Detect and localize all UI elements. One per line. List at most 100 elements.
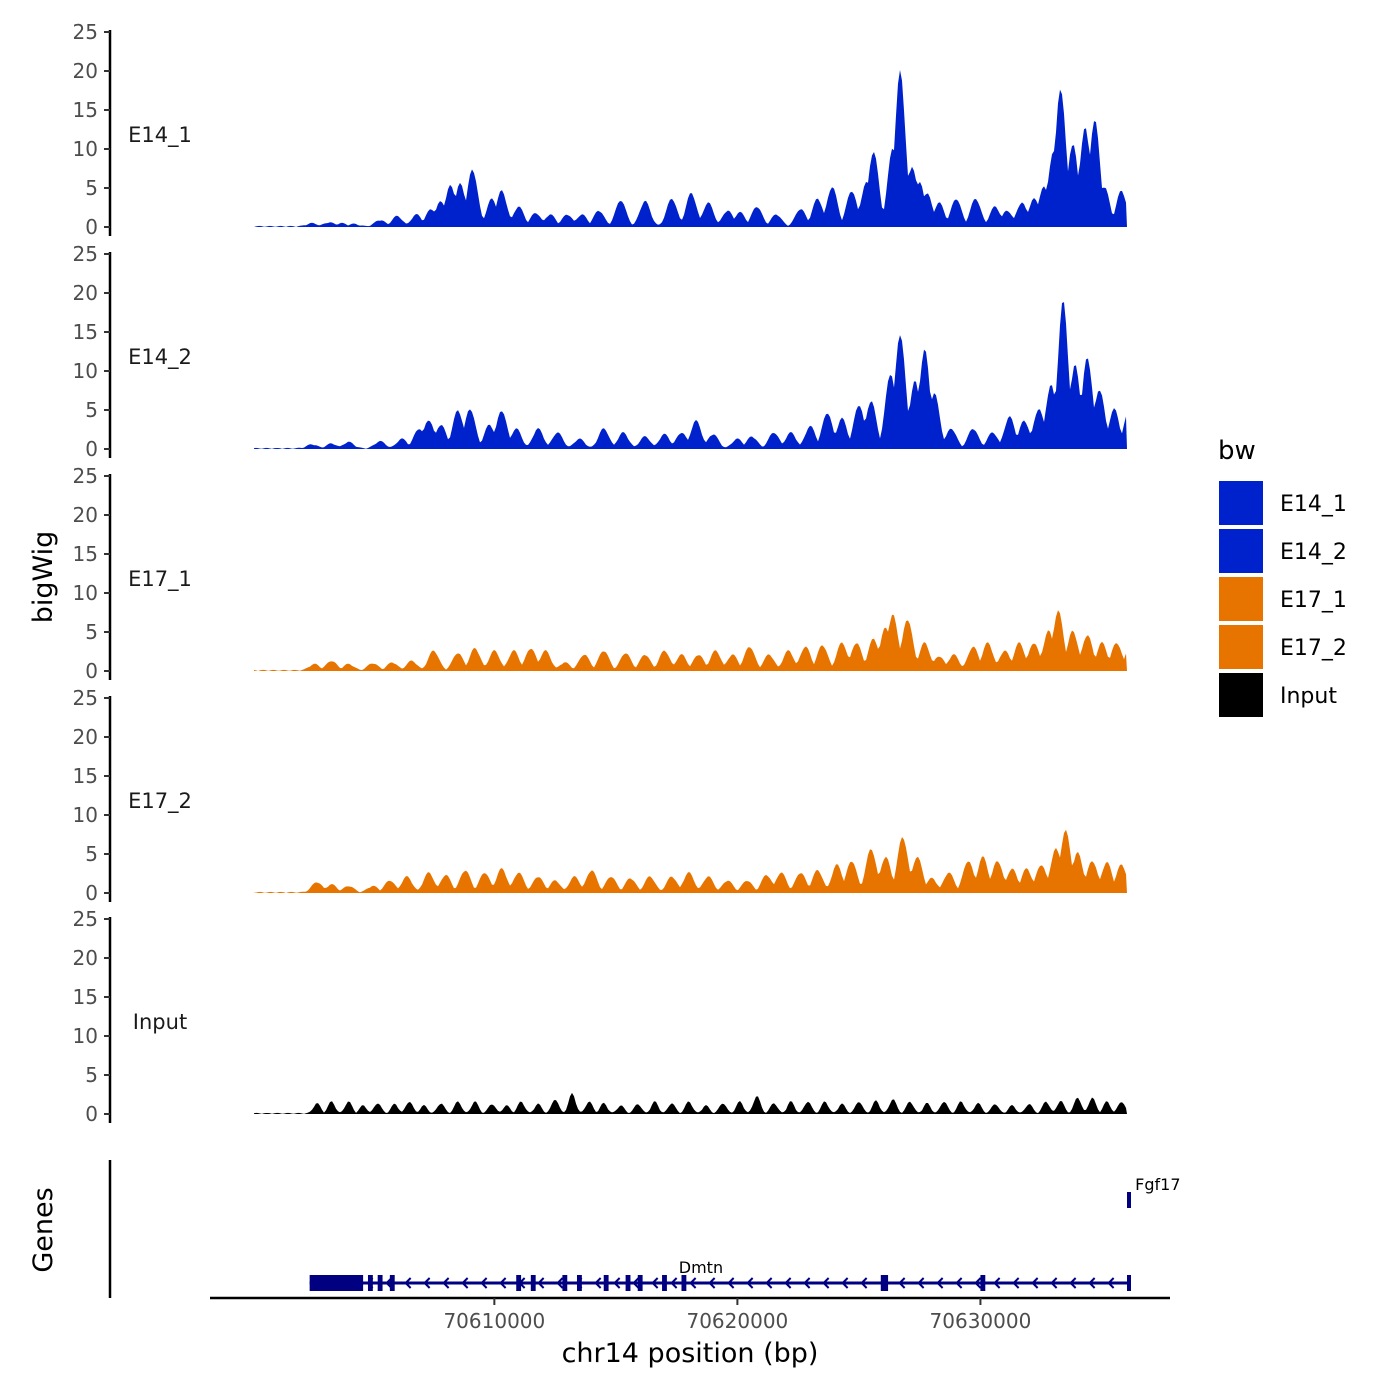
y-tick-label: 10 (73, 803, 98, 827)
legend-swatch-e17-1 (1219, 577, 1263, 621)
legend-label: E17_1 (1280, 588, 1347, 613)
y-tick-label: 20 (73, 59, 98, 83)
strand-arrow (974, 1277, 982, 1289)
strand-arrow (480, 1277, 488, 1289)
y-axis-title: bigWig (28, 531, 59, 624)
strand-arrow (917, 1277, 925, 1289)
track-label: Input (133, 1010, 187, 1034)
strand-arrow (423, 1277, 431, 1289)
gene-fgf17: Fgf17 (1127, 1175, 1181, 1208)
exon (576, 1275, 582, 1291)
strand-arrow (613, 1277, 621, 1289)
y-tick-label: 0 (85, 881, 98, 905)
exon (880, 1275, 889, 1291)
track-e14-1: 0 5 10 15 20 25 E14_1 (73, 20, 1127, 239)
y-tick-label: 25 (73, 464, 98, 488)
strand-arrow (556, 1277, 564, 1289)
legend-swatch-e17-2 (1219, 625, 1263, 669)
legend: bw E14_1 E14_2 E17_1 E17_2 Input (1218, 436, 1347, 717)
y-tick-label: 15 (73, 542, 98, 566)
y-tick-label: 5 (85, 620, 98, 644)
exon (637, 1275, 643, 1291)
track-e17-1: 0 5 10 15 20 25 E17_1 (73, 464, 1127, 683)
x-axis-title: chr14 position (bp) (562, 1338, 819, 1369)
legend-swatch-input (1219, 673, 1263, 717)
y-tick-label: 20 (73, 725, 98, 749)
track-e17-2: 0 5 10 15 20 25 E17_2 (73, 686, 1127, 905)
gene-track: Dmtn Fgf17 (108, 1160, 1181, 1298)
strand-arrow (461, 1277, 469, 1289)
y-tick-label: 25 (73, 242, 98, 266)
track-label: E14_2 (128, 345, 192, 370)
exon (1127, 1275, 1131, 1291)
strand-arrow (955, 1277, 963, 1289)
strand-arrow (898, 1277, 906, 1289)
exon (367, 1275, 373, 1291)
strand-arrow (442, 1277, 450, 1289)
exon (530, 1275, 536, 1291)
x-tick-label: 70630000 (930, 1309, 1032, 1333)
y-tick-label: 10 (73, 1024, 98, 1048)
exon (389, 1275, 395, 1291)
exon (309, 1275, 364, 1291)
y-tick-label: 10 (73, 359, 98, 383)
y-tick-label: 25 (73, 907, 98, 931)
y-tick-label: 15 (73, 764, 98, 788)
y-tick-label: 0 (85, 437, 98, 461)
x-axis: 70610000 70620000 70630000 (210, 1296, 1170, 1333)
strand-arrow (1107, 1277, 1115, 1289)
strand-arrow (537, 1277, 545, 1289)
legend-swatch-e14-2 (1219, 529, 1263, 573)
strand-arrow (632, 1277, 640, 1289)
y-tick-label: 20 (73, 503, 98, 527)
exon (662, 1275, 667, 1291)
y-tick-label: 0 (85, 215, 98, 239)
strand-arrow (708, 1277, 716, 1289)
y-tick-label: 5 (85, 1063, 98, 1087)
gene-dmtn: Dmtn (309, 1258, 1131, 1291)
strand-arrow (1031, 1277, 1039, 1289)
gene-label: Fgf17 (1135, 1175, 1180, 1194)
y-tick-label: 5 (85, 398, 98, 422)
legend-label: E17_2 (1280, 636, 1347, 661)
y-tick-label: 15 (73, 320, 98, 344)
strand-arrow (746, 1277, 754, 1289)
y-tick-label: 0 (85, 1102, 98, 1126)
y-tick-label: 10 (73, 137, 98, 161)
strand-arrow (936, 1277, 944, 1289)
strand-arrow (803, 1277, 811, 1289)
track-label: E17_2 (128, 789, 192, 814)
exon (603, 1275, 609, 1291)
signal-area-e17-2 (254, 829, 1127, 893)
strand-arrow (1012, 1277, 1020, 1289)
strand-arrow (841, 1277, 849, 1289)
y-tick-label: 20 (73, 946, 98, 970)
signal-area-e14-1 (254, 70, 1127, 227)
exon (681, 1275, 687, 1291)
legend-label: E14_2 (1280, 540, 1347, 565)
strand-arrow (822, 1277, 830, 1289)
strand-arrow (1069, 1277, 1077, 1289)
exon (1127, 1192, 1131, 1208)
strand-arrow (499, 1277, 507, 1289)
strand-arrow (993, 1277, 1001, 1289)
track-label: E17_1 (128, 567, 192, 592)
track-e14-2: 0 5 10 15 20 25 E14_2 (73, 242, 1127, 461)
strand-arrow (594, 1277, 602, 1289)
strand-arrow (727, 1277, 735, 1289)
bigwig-tracks: 0 5 10 15 20 25 E14_1 0 5 10 15 20 25 E14_2 0 5 10 15 20 25… (73, 20, 1127, 1126)
y-tick-label: 15 (73, 98, 98, 122)
y-tick-label: 5 (85, 176, 98, 200)
track-input: 0 5 10 15 20 25 Input (73, 907, 1127, 1126)
y-tick-label: 20 (73, 281, 98, 305)
strand-arrow (689, 1277, 697, 1289)
strand-arrow (1050, 1277, 1058, 1289)
signal-area-input (254, 1092, 1127, 1114)
signal-area-e17-1 (254, 610, 1127, 671)
y-tick-label: 25 (73, 20, 98, 44)
x-tick-label: 70620000 (686, 1309, 788, 1333)
strand-arrow (404, 1277, 412, 1289)
signal-area-e14-2 (254, 302, 1127, 449)
exon (980, 1275, 986, 1291)
